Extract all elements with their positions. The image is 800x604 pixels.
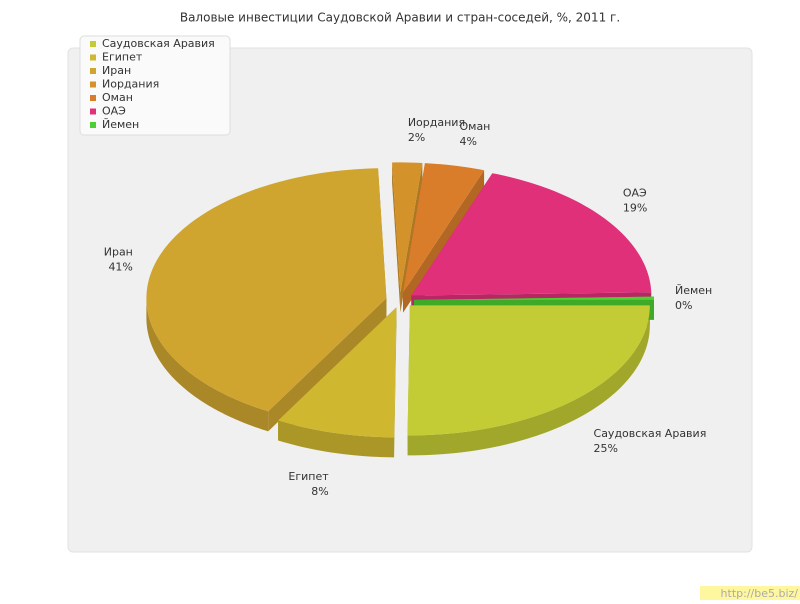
slice-label: Саудовская Аравия [594, 427, 707, 440]
slice-label: Йемен [675, 284, 712, 297]
slice-value-label: 8% [311, 485, 328, 498]
slice-side [407, 305, 650, 456]
slice-value-label: 4% [459, 135, 476, 148]
slice-label: Иордания [408, 116, 465, 129]
legend-label: Иран [102, 64, 131, 77]
legend-swatch [90, 122, 96, 128]
chart-title: Валовые инвестиции Саудовской Аравии и с… [180, 11, 620, 25]
legend-label: ОАЭ [102, 105, 126, 118]
watermark-box [700, 586, 800, 600]
slice-label: ОАЭ [623, 186, 647, 199]
slice [407, 305, 650, 436]
legend-swatch [90, 54, 96, 61]
slice [392, 162, 423, 293]
legend-swatch [90, 68, 96, 74]
slice-side [146, 298, 269, 432]
slice-value-label: 19% [623, 201, 647, 214]
slice-label: Иран [104, 246, 133, 259]
slice-value-label: 0% [675, 299, 692, 312]
pie: Саудовская Аравия 25% Египет 8% Иран 41% Иорда… [104, 116, 713, 498]
slice [403, 163, 485, 293]
slice-value-label: 25% [594, 442, 618, 455]
slice-value-label: 41% [108, 261, 132, 274]
slice-wall [403, 170, 485, 313]
slice-value-label: 2% [408, 131, 425, 144]
slice-side [278, 420, 395, 458]
legend-label: Саудовская Аравия [102, 37, 215, 50]
legend-swatch [90, 41, 96, 47]
legend-label: Йемен [102, 118, 139, 131]
slice-tops [146, 162, 654, 438]
slice-wall [400, 162, 423, 313]
legend-label: Оман [102, 91, 133, 104]
legend-swatch [90, 81, 96, 88]
slice [146, 168, 387, 412]
slice [278, 307, 397, 438]
slice [411, 173, 652, 296]
watermark: http://be5.biz/ [721, 587, 799, 600]
slice-label: Оман [459, 120, 490, 133]
slice-wall [394, 307, 397, 458]
slice-wall [392, 162, 401, 313]
legend: Саудовская АравияЕгипетИранИорданияОманО… [79, 35, 231, 136]
legend-swatch [90, 108, 96, 115]
slice-label: Египет [288, 470, 329, 483]
slice-wall [268, 298, 387, 432]
legend-box [79, 35, 231, 136]
legend-label: Египет [102, 51, 143, 64]
legend-swatch [90, 95, 96, 101]
slice [413, 296, 654, 300]
legend-label: Иордания [102, 78, 159, 91]
